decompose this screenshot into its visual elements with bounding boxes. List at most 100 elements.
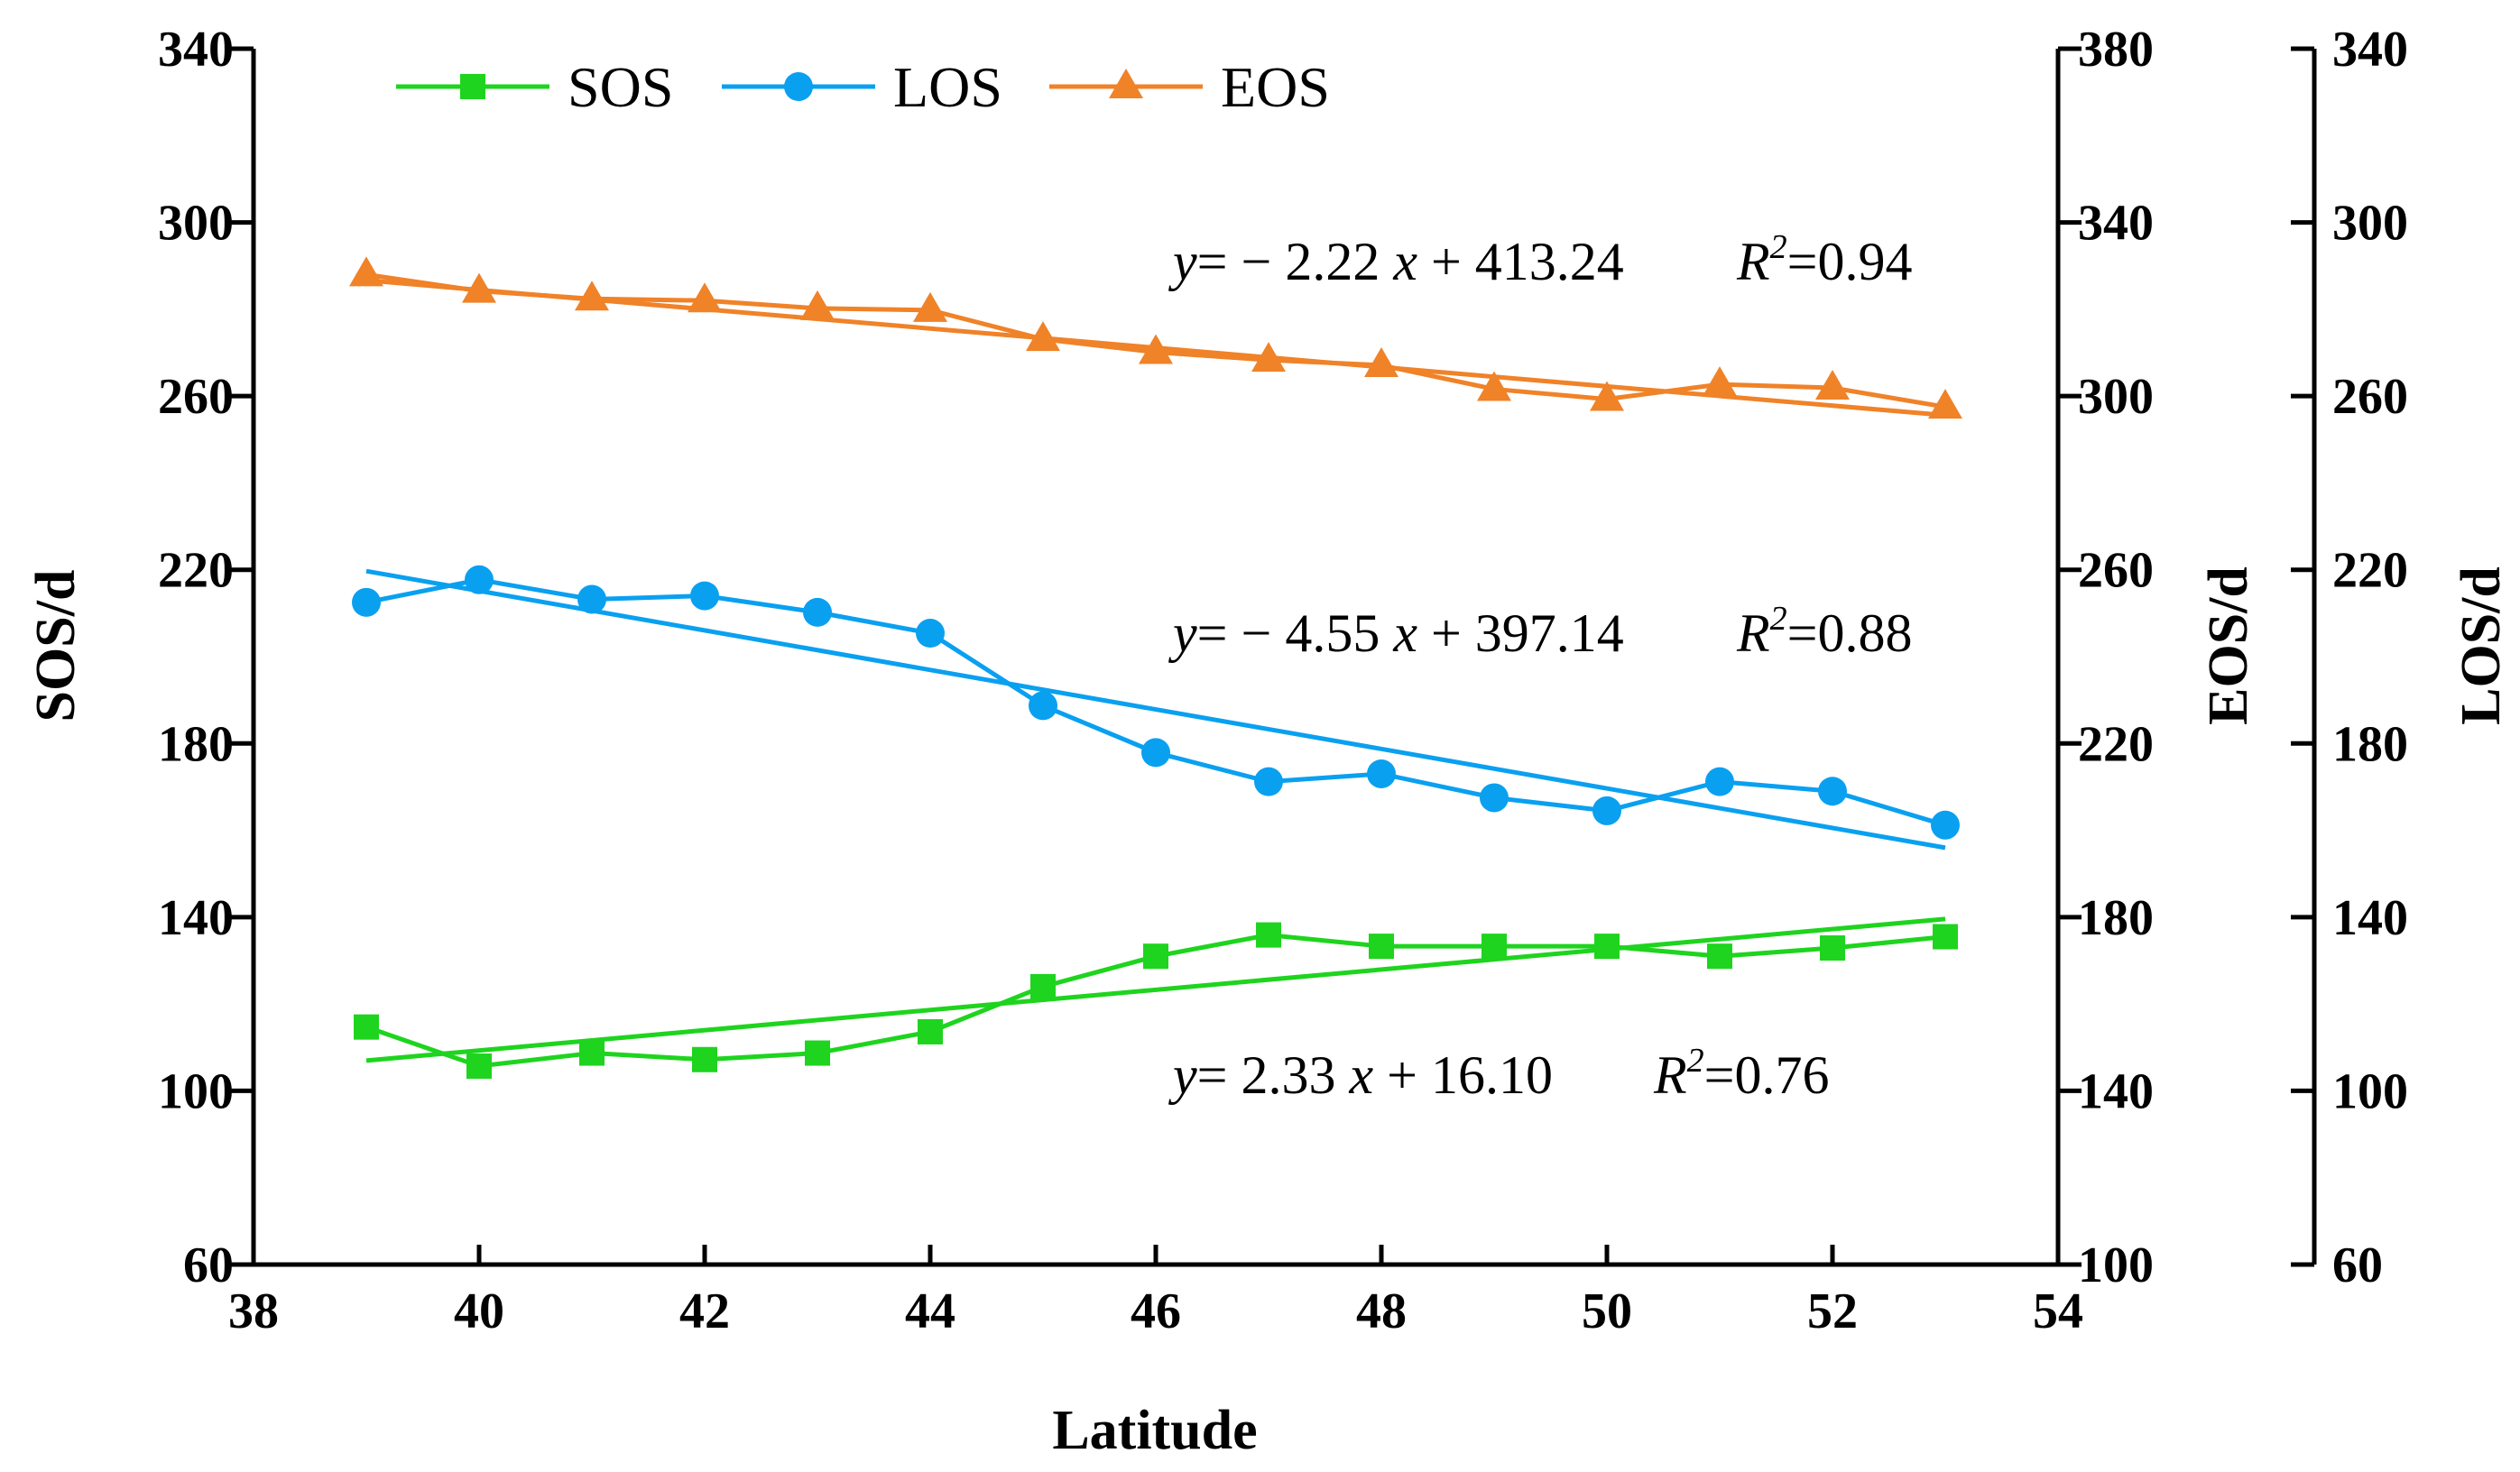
los-point	[1592, 796, 1621, 825]
sos-y-tick-label: 340	[158, 22, 234, 78]
los-y-tick-label: 260	[2332, 369, 2408, 425]
sos-point	[579, 1040, 605, 1066]
sos-point	[1143, 943, 1168, 970]
los-point	[577, 584, 606, 614]
los-y-tick-label: 340	[2332, 22, 2408, 78]
eos-point	[1590, 381, 1624, 411]
sos-point	[1933, 924, 1958, 950]
eos-point	[1815, 369, 1850, 400]
sos-point	[1820, 935, 1845, 961]
eos-point	[575, 281, 609, 311]
los-point	[803, 597, 832, 627]
sos-y-tick-label: 180	[158, 716, 234, 772]
equations: y= 2.33 x + 16.10 R2=0.76 y= − 4.55 x + 39…	[1168, 228, 1913, 1105]
eos-y-tick-label: 300	[2078, 369, 2154, 425]
eos-point	[800, 290, 835, 320]
x-tick-label: 54	[2033, 1283, 2083, 1339]
los-point	[352, 587, 381, 617]
los-y-tick-label: 220	[2332, 543, 2408, 599]
eos-point	[349, 256, 383, 287]
trendlines	[365, 278, 1946, 1063]
eos-y-tick-label: 180	[2078, 890, 2154, 946]
eos-y-tick-label: 220	[2078, 716, 2154, 772]
los-y-tick-label: 180	[2332, 716, 2408, 772]
los-y-tick-label: 60	[2332, 1237, 2383, 1293]
eos-point	[1026, 321, 1060, 352]
los-y-tick-label: 100	[2332, 1063, 2408, 1119]
eos-point	[913, 291, 947, 322]
los-equation: y= − 4.55 x + 397.14	[1168, 603, 1624, 663]
eos-point	[1364, 346, 1398, 377]
y-axis-title-los: LOS/d	[2451, 566, 2512, 725]
eos-point	[1251, 342, 1286, 373]
legend-eos-marker	[1109, 69, 1143, 98]
sos-y-tick-label: 100	[158, 1063, 234, 1119]
sos-point	[805, 1040, 830, 1066]
eos-y-tick-label: 140	[2078, 1063, 2154, 1119]
los-r-squared: R2=0.88	[1736, 600, 1913, 663]
legend-los-marker	[784, 72, 813, 101]
los-point	[1480, 783, 1509, 813]
legend-los-label: LOS	[893, 55, 1002, 119]
los-point	[1367, 759, 1396, 788]
sos-point	[692, 1046, 717, 1072]
data-series	[349, 256, 1962, 1079]
x-axis-title: Latitude	[1052, 1400, 1257, 1461]
y-axis-title-eos: EOS/d	[2198, 566, 2259, 725]
sos-y-tick-label: 60	[183, 1237, 234, 1293]
eos-y-tick-label: 340	[2078, 196, 2154, 252]
los-point	[916, 619, 945, 649]
legend-eos-label: EOS	[1221, 55, 1330, 119]
sos-y-tick-label: 300	[158, 196, 234, 252]
eos-r-squared: R2=0.94	[1736, 228, 1913, 291]
y-axis-title-sos: SOS/d	[25, 570, 87, 722]
los-point	[1705, 767, 1734, 796]
x-tick-label: 40	[454, 1283, 504, 1339]
x-tick-label: 42	[679, 1283, 730, 1339]
los-point	[465, 565, 494, 594]
eos-point	[1477, 371, 1511, 401]
axes: 38 40 42 44 46 48 50 52 54 60 100 140 180 220 260 300 34…	[158, 22, 2408, 1339]
sos-point	[1707, 943, 1732, 970]
eos-point	[462, 272, 496, 303]
x-tick-label: 44	[905, 1283, 955, 1339]
eos-equation: y= − 2.22 x + 413.24	[1168, 232, 1624, 291]
legend-sos-marker	[460, 74, 485, 99]
sos-point	[1030, 973, 1056, 999]
sos-point	[1594, 934, 1620, 960]
eos-point	[688, 282, 722, 313]
x-tick-label: 46	[1131, 1283, 1181, 1339]
sos-point	[1369, 934, 1394, 960]
x-tick-label: 38	[228, 1283, 279, 1339]
legend-sos-label: SOS	[568, 55, 673, 119]
x-tick-label: 48	[1356, 1283, 1407, 1339]
sos-y-tick-label: 140	[158, 890, 234, 946]
sos-equation: y= 2.33 x + 16.10	[1168, 1045, 1553, 1105]
los-trendline	[365, 568, 1946, 851]
los-point	[1141, 738, 1170, 768]
los-y-tick-label: 300	[2332, 196, 2408, 252]
eos-point	[1703, 366, 1737, 397]
sos-point	[1482, 934, 1507, 960]
los-point	[1931, 810, 1960, 840]
sos-trendline	[365, 916, 1946, 1063]
sos-point	[466, 1053, 492, 1079]
sos-point	[354, 1014, 379, 1040]
los-point	[1254, 767, 1283, 796]
eos-y-tick-label: 100	[2078, 1237, 2154, 1293]
eos-point	[1139, 334, 1173, 364]
eos-y-tick-label: 380	[2078, 22, 2154, 78]
sos-point	[1256, 922, 1281, 948]
los-point	[1029, 691, 1057, 721]
los-point	[1818, 777, 1847, 806]
los-y-tick-label: 140	[2332, 890, 2408, 946]
x-tick-label: 52	[1807, 1283, 1858, 1339]
x-tick-label: 50	[1582, 1283, 1632, 1339]
legend: SOS LOS EOS	[396, 55, 1330, 119]
los-point	[690, 581, 719, 611]
eos-point	[1928, 389, 1962, 419]
sos-r-squared: R2=0.76	[1653, 1042, 1830, 1105]
sos-point	[918, 1018, 943, 1044]
eos-y-tick-label: 260	[2078, 543, 2154, 599]
